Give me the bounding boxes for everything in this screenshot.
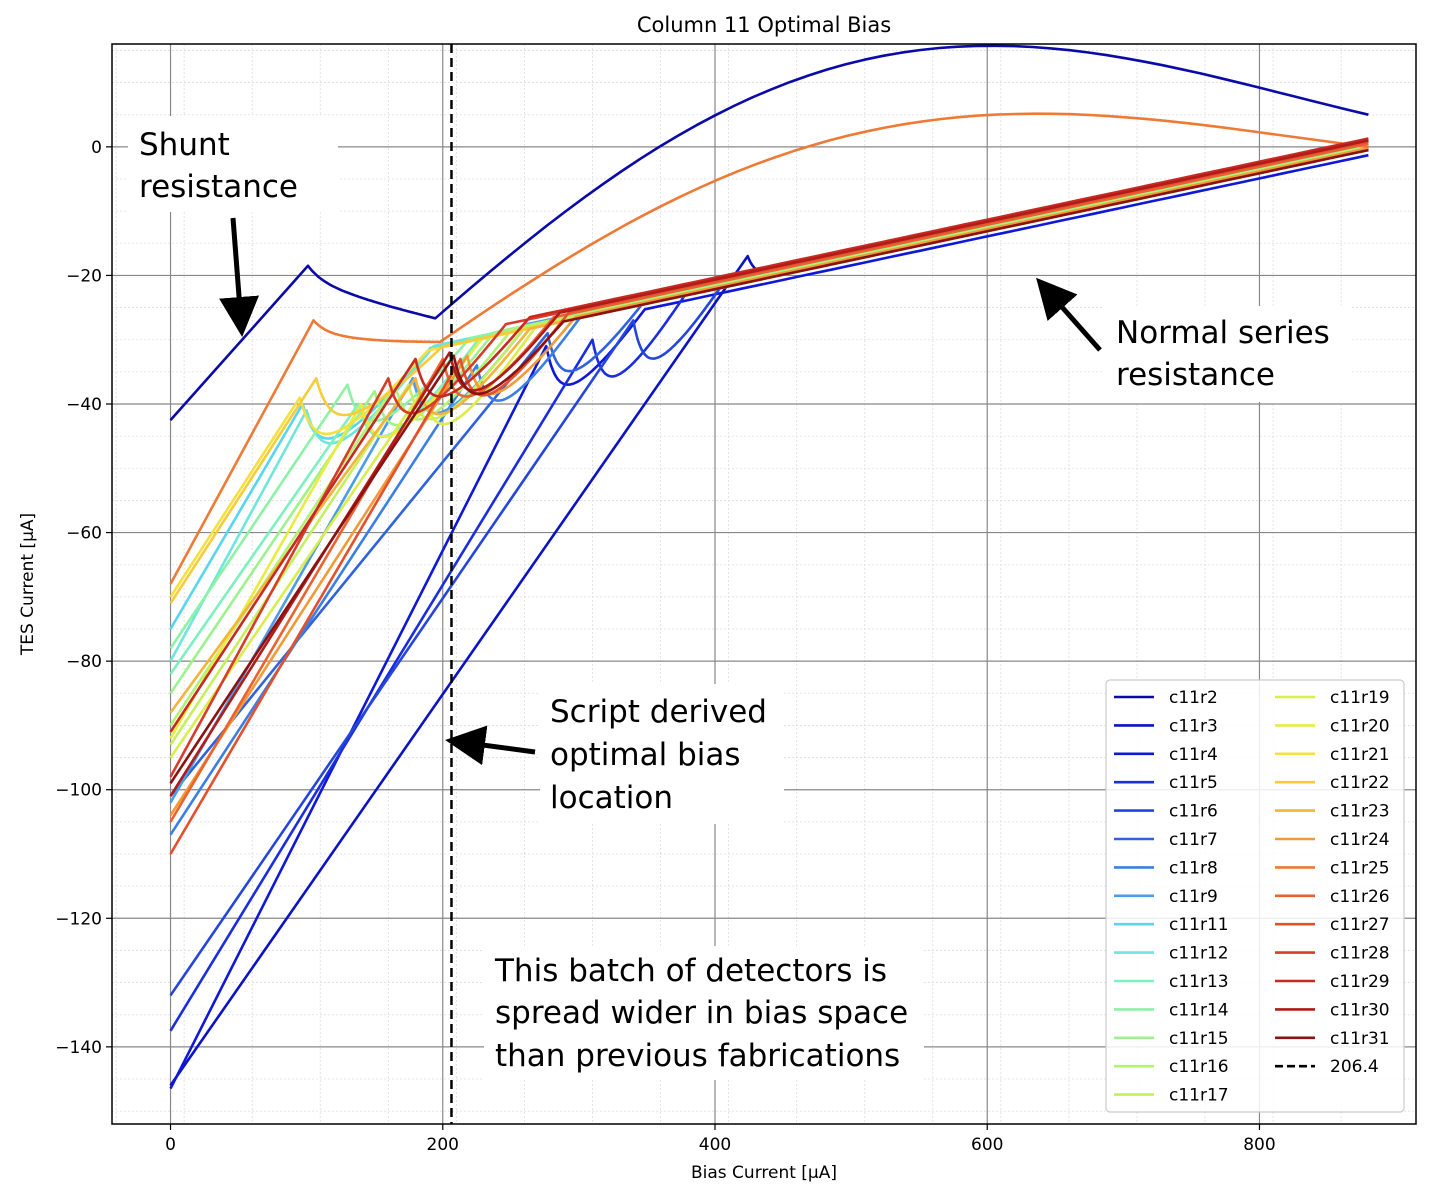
legend-label: c11r7 — [1169, 830, 1218, 850]
series-line-c11r24 — [169, 146, 1369, 817]
legend-label: 206.4 — [1330, 1057, 1379, 1077]
legend-label: c11r13 — [1169, 972, 1229, 992]
legend-label: c11r30 — [1330, 1000, 1390, 1020]
x-tick-label: 0 — [165, 1135, 176, 1155]
annotation-normal-line1: Normal series — [1116, 315, 1330, 351]
legend-label: c11r17 — [1169, 1086, 1229, 1106]
annotation-script-line2: optimal bias — [550, 737, 741, 773]
annotation-script: Script derived optimal bias location — [445, 684, 784, 824]
legend-label: c11r21 — [1330, 745, 1390, 765]
legend-label: c11r26 — [1330, 887, 1390, 907]
chart-title: Column 11 Optimal Bias — [637, 13, 891, 37]
legend-label: c11r12 — [1169, 944, 1229, 964]
series-line-c11r31 — [169, 148, 1369, 785]
series-line-c11r4 — [169, 153, 1369, 1090]
arrow-script — [445, 725, 536, 766]
annotation-batch-line2: spread wider in bias space — [495, 995, 908, 1031]
annotation-script-line1: Script derived — [550, 694, 767, 730]
legend-label: c11r20 — [1330, 716, 1390, 736]
legend-label: c11r9 — [1169, 887, 1218, 907]
y-tick-label: −20 — [66, 266, 102, 286]
legend-label: c11r14 — [1169, 1000, 1229, 1020]
legend-label: c11r31 — [1330, 1029, 1390, 1049]
x-axis-label: Bias Current [μA] — [691, 1163, 837, 1183]
legend-label: c11r2 — [1169, 688, 1218, 708]
plot-frame — [111, 43, 1417, 1125]
annotation-shunt: Shunt resistance — [128, 116, 338, 337]
series-line-c11r29 — [169, 137, 1369, 733]
legend-label: c11r15 — [1169, 1029, 1229, 1049]
legend: c11r2 c11r3 c11r4 c11r5 c11r6 c11r7 c11r8 c11r9… — [1105, 679, 1405, 1113]
annotation-normal-line2: resistance — [1116, 357, 1275, 393]
legend-label: c11r23 — [1330, 802, 1390, 822]
legend-label: c11r19 — [1330, 688, 1390, 708]
y-tick-label: −120 — [55, 909, 102, 929]
legend-label: c11r25 — [1330, 858, 1390, 878]
legend-label: c11r11 — [1169, 915, 1229, 935]
legend-label: c11r27 — [1330, 915, 1390, 935]
x-tick-label: 800 — [1243, 1135, 1275, 1155]
legend-label: c11r8 — [1169, 858, 1218, 878]
legend-label: c11r6 — [1169, 802, 1218, 822]
y-tick-label: 0 — [91, 138, 102, 158]
annotation-script-line3: location — [550, 780, 673, 816]
x-tick-label: 400 — [699, 1135, 731, 1155]
y-tick-label: −140 — [55, 1038, 102, 1058]
legend-label: c11r4 — [1169, 745, 1218, 765]
legend-label: c11r22 — [1330, 773, 1390, 793]
legend-label: c11r28 — [1330, 944, 1390, 964]
legend-label: c11r5 — [1169, 773, 1218, 793]
y-tick-label: −60 — [66, 524, 102, 544]
series-line-c11r25 — [169, 112, 1369, 585]
y-tick-label: −80 — [66, 652, 102, 672]
legend-label: c11r29 — [1330, 972, 1390, 992]
annotation-batch-line3: than previous fabrications — [495, 1038, 900, 1074]
annotation-batch-line1: This batch of detectors is — [494, 953, 887, 989]
annotation-normal: Normal series resistance — [1036, 277, 1350, 402]
x-ticks: 0 200 400 600 800 — [165, 1124, 1276, 1155]
x-tick-label: 600 — [971, 1135, 1003, 1155]
series-line-c11r30 — [169, 139, 1369, 797]
legend-label: c11r24 — [1330, 830, 1390, 850]
y-tick-label: −100 — [55, 781, 102, 801]
series-lines — [169, 44, 1369, 1090]
arrow-shunt — [219, 217, 260, 337]
arrow-normal — [1036, 277, 1102, 352]
legend-label: c11r3 — [1169, 716, 1218, 736]
legend-label: c11r16 — [1169, 1057, 1229, 1077]
annotation-shunt-line2: resistance — [139, 169, 298, 205]
x-tick-label: 200 — [427, 1135, 459, 1155]
y-axis-label: TES Current [μA] — [18, 513, 38, 656]
y-tick-label: −40 — [66, 395, 102, 415]
y-ticks: 0 −20 −40 −60 −80 −100 −120 −140 — [55, 138, 112, 1058]
annotation-shunt-line1: Shunt — [139, 127, 230, 163]
series-line-c11r2 — [169, 44, 1369, 421]
annotation-batch: This batch of detectors is spread wider … — [484, 946, 924, 1080]
